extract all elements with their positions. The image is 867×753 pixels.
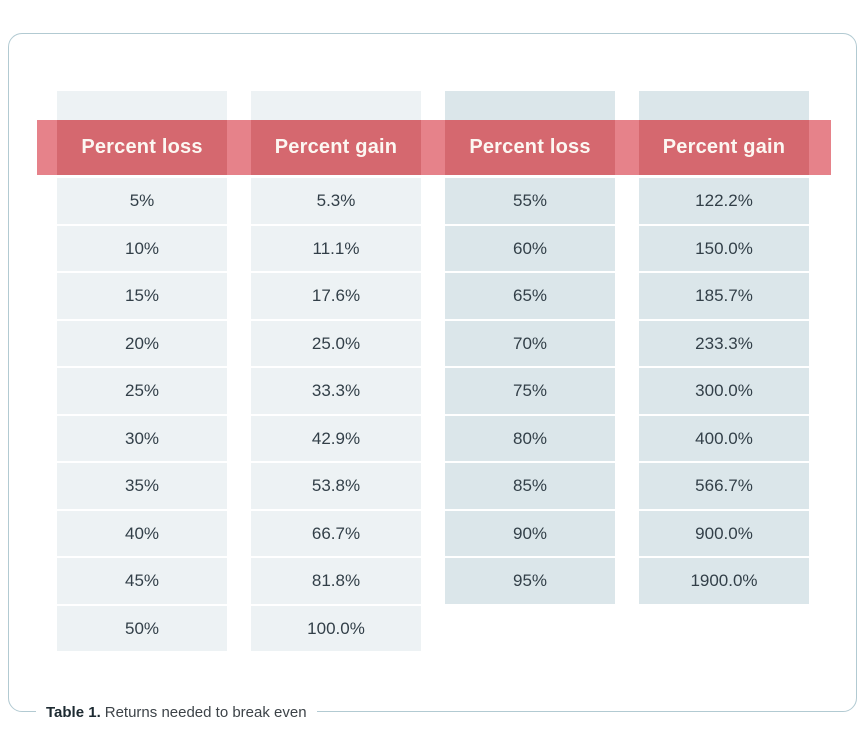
table-cell: 55% bbox=[445, 178, 615, 224]
table-cell: 25.0% bbox=[251, 320, 421, 366]
table-cell: 95% bbox=[445, 558, 615, 604]
table-cell: 17.6% bbox=[251, 273, 421, 319]
table-cell: 70% bbox=[445, 320, 615, 366]
table-cell: 42.9% bbox=[251, 415, 421, 461]
caption-text: Returns needed to break even bbox=[104, 704, 307, 721]
table-cell: 30% bbox=[57, 415, 227, 461]
table-cell: 53.8% bbox=[251, 463, 421, 509]
table-cell: 75% bbox=[445, 368, 615, 414]
column-cells: 55% 60% 65% 70% 75% 80% 85% 90% 95% bbox=[445, 175, 615, 604]
table-cell: 15% bbox=[57, 273, 227, 319]
table-cell: 233.3% bbox=[639, 320, 809, 366]
table-cell: 300.0% bbox=[639, 368, 809, 414]
column-percent-loss-1: Percent loss 5% 10% 15% 20% 25% 30% 35% 40% 45% 5… bbox=[57, 91, 227, 651]
column-cells: 5.3% 11.1% 17.6% 25.0% 33.3% 42.9% 53.8% 66.7% 8… bbox=[251, 175, 421, 651]
table-cell: 20% bbox=[57, 320, 227, 366]
table-cell: 100.0% bbox=[251, 605, 421, 651]
table-cell: 45% bbox=[57, 558, 227, 604]
table-cell: 11.1% bbox=[251, 225, 421, 271]
caption-label: Table 1. bbox=[46, 704, 101, 721]
table-cell: 33.3% bbox=[251, 368, 421, 414]
table-cell: 81.8% bbox=[251, 558, 421, 604]
table-cell: 122.2% bbox=[639, 178, 809, 224]
column-top-spacer bbox=[445, 91, 615, 120]
table-cell: 60% bbox=[445, 225, 615, 271]
column-header: Percent loss bbox=[57, 120, 227, 175]
column-percent-gain-2: Percent gain 122.2% 150.0% 185.7% 233.3% 300… bbox=[639, 91, 809, 651]
column-header: Percent loss bbox=[445, 120, 615, 175]
column-header: Percent gain bbox=[639, 120, 809, 175]
table-cell: 150.0% bbox=[639, 225, 809, 271]
table-cell: 50% bbox=[57, 605, 227, 651]
column-top-spacer bbox=[639, 91, 809, 120]
column-percent-gain-1: Percent gain 5.3% 11.1% 17.6% 25.0% 33.3% 42.… bbox=[251, 91, 421, 651]
table-cell: 25% bbox=[57, 368, 227, 414]
table-columns: Percent loss 5% 10% 15% 20% 25% 30% 35% 40% 45% 5… bbox=[57, 91, 809, 651]
table-cell: 10% bbox=[57, 225, 227, 271]
column-top-spacer bbox=[57, 91, 227, 120]
table-cell: 65% bbox=[445, 273, 615, 319]
table-cell: 40% bbox=[57, 510, 227, 556]
table-caption: Table 1. Returns needed to break even bbox=[36, 702, 317, 723]
column-percent-loss-2: Percent loss 55% 60% 65% 70% 75% 80% 85% 90% 95% bbox=[445, 91, 615, 651]
column-cells: 122.2% 150.0% 185.7% 233.3% 300.0% 400.0% 566.… bbox=[639, 175, 809, 604]
table-card-frame bbox=[8, 33, 857, 712]
table-cell: 66.7% bbox=[251, 510, 421, 556]
table-cell: 5% bbox=[57, 178, 227, 224]
table-cell: 5.3% bbox=[251, 178, 421, 224]
table-cell: 80% bbox=[445, 415, 615, 461]
table-cell: 1900.0% bbox=[639, 558, 809, 604]
table-cell: 35% bbox=[57, 463, 227, 509]
column-cells: 5% 10% 15% 20% 25% 30% 35% 40% 45% 50% bbox=[57, 175, 227, 651]
column-header: Percent gain bbox=[251, 120, 421, 175]
table-cell: 185.7% bbox=[639, 273, 809, 319]
table-cell: 85% bbox=[445, 463, 615, 509]
table-cell: 900.0% bbox=[639, 510, 809, 556]
column-top-spacer bbox=[251, 91, 421, 120]
table-cell: 90% bbox=[445, 510, 615, 556]
table-cell: 400.0% bbox=[639, 415, 809, 461]
table-cell: 566.7% bbox=[639, 463, 809, 509]
